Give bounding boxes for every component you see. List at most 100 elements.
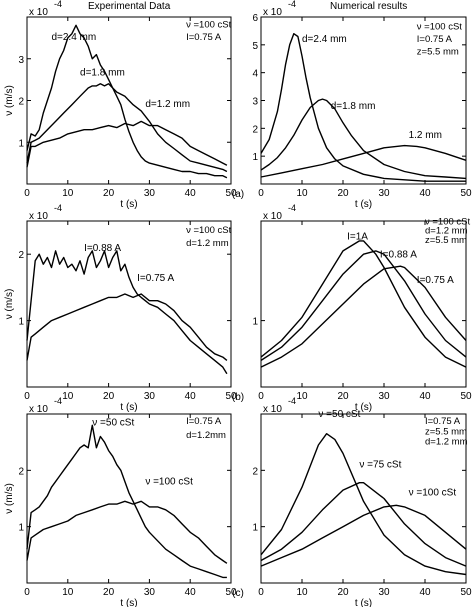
y-tick-label: 3 (18, 55, 24, 66)
chart-panel-a-right: 0 10 20 30 40 50 1 2 3 4 5 6 x 10 -4 t (s) d=2.4 mm d=1.… (232, 0, 472, 210)
y-scale-label: x 10 (29, 211, 48, 222)
parameter-annotation-2: z=5.5 mm (425, 235, 467, 246)
y-axis-label: ν (m/s) (4, 85, 15, 116)
x-tick-label: 50 (225, 587, 237, 598)
y-scale-exponent: -4 (54, 396, 62, 406)
series-line-1 (26, 293, 228, 361)
y-scale-label: x 10 (263, 404, 282, 415)
x-tick-label: 30 (144, 188, 156, 199)
series-label-0: ν =50 cSt (318, 409, 360, 420)
series-line-1 (26, 83, 228, 173)
x-axis-label: t (s) (120, 402, 137, 413)
y-tick-label: 2 (252, 466, 258, 477)
plot-frame (260, 220, 467, 388)
y-tick-label: 6 (252, 13, 258, 24)
series-label-1: ν =100 cSt (145, 476, 193, 487)
x-tick-label: 30 (378, 188, 390, 199)
series-label-1: I=0.88 A (380, 250, 417, 261)
y-tick-label: 1 (252, 523, 258, 534)
x-tick-label: 0 (258, 188, 264, 199)
y-tick-label: 5 (252, 41, 258, 52)
parameter-annotation-0: ν =100 cSt (425, 216, 471, 227)
plot-frame (26, 220, 232, 388)
parameter-annotation-1: I=0.75 A (417, 34, 453, 45)
x-axis-label: t (s) (120, 199, 137, 210)
y-tick-label: 1 (252, 152, 258, 163)
series-line-1 (260, 98, 467, 180)
series-label-2: ν =100 cSt (409, 488, 457, 499)
series-line-2 (260, 265, 467, 368)
y-tick-label: 1 (18, 138, 24, 149)
y-tick-label: 2 (18, 466, 24, 477)
parameter-annotation-2: z=5.5 mm (417, 47, 459, 58)
x-tick-label: 40 (185, 391, 197, 402)
x-tick-label: 0 (24, 587, 30, 598)
parameter-annotation-1: I=0.75 A (186, 32, 222, 43)
series-line-0 (260, 433, 467, 576)
series-label-0: ν =50 cSt (92, 417, 134, 428)
x-tick-label: 0 (258, 391, 264, 402)
series-label-0: d=2.4 mm (302, 34, 347, 45)
x-tick-label: 30 (378, 587, 390, 598)
parameter-annotation-0: I=0.75 A (425, 416, 461, 427)
x-tick-label: 0 (258, 587, 264, 598)
series-label-1: I=0.75 A (137, 273, 174, 284)
series-line-1 (26, 500, 228, 564)
x-axis-label: t (s) (355, 598, 372, 607)
y-tick-label: 1 (252, 317, 258, 328)
parameter-annotation-1: d=1.2mm (186, 430, 226, 441)
y-scale-exponent: -4 (288, 0, 296, 9)
y-scale-exponent: -4 (54, 203, 62, 213)
x-tick-label: 50 (460, 188, 472, 199)
series-label-1: ν =75 cSt (359, 460, 401, 471)
x-tick-label: 20 (337, 587, 349, 598)
series-label-2: d=1.2 mm (145, 99, 190, 110)
subfigure-label: (c) (232, 588, 244, 599)
series-label-2: I=0.75 A (417, 275, 454, 286)
x-tick-label: 10 (62, 587, 74, 598)
x-tick-label: 40 (185, 188, 197, 199)
series-line-0 (26, 424, 227, 579)
y-axis-label: ν (m/s) (4, 289, 15, 320)
parameter-annotation-0: ν =100 cSt (186, 225, 232, 236)
subfigure-label: (a) (232, 189, 244, 200)
x-tick-label: 10 (296, 587, 308, 598)
subfigure-label: (b) (232, 392, 244, 403)
series-line-2 (26, 120, 228, 168)
y-tick-label: 4 (252, 69, 258, 80)
parameter-annotation-1: d=1.2 mm (186, 238, 229, 249)
x-tick-label: 10 (296, 391, 308, 402)
y-axis-label: ν (m/s) (4, 483, 15, 514)
x-tick-label: 20 (337, 391, 349, 402)
y-scale-label: x 10 (29, 7, 48, 18)
x-axis-label: t (s) (355, 199, 372, 210)
series-label-1: d=1.8 mm (331, 101, 376, 112)
parameter-annotation-0: ν =100 cSt (186, 19, 232, 30)
y-tick-label: 2 (18, 97, 24, 108)
y-tick-label: 2 (252, 124, 258, 135)
series-line-0 (260, 33, 466, 182)
parameter-annotation-0: ν =100 cSt (417, 22, 463, 33)
parameter-annotation-1: d=1.2 mm (425, 226, 468, 237)
x-tick-label: 10 (62, 188, 74, 199)
x-axis-label: t (s) (355, 402, 372, 413)
x-tick-label: 20 (103, 391, 115, 402)
y-tick-label: 2 (18, 250, 24, 261)
x-tick-label: 20 (103, 188, 115, 199)
x-tick-label: 40 (419, 188, 431, 199)
chart-panel-b-left: 0 10 20 30 40 50 1 2 x 10 -4 t (s) ν (m/s) I=0.88 A I… (4, 203, 237, 413)
y-scale-exponent: -4 (288, 396, 296, 406)
parameter-annotation-0: I=0.75 A (186, 416, 222, 427)
series-line-1 (260, 482, 467, 567)
series-line-2 (260, 504, 467, 567)
x-axis-label: t (s) (120, 598, 137, 607)
chart-panel-c-left: 0 10 20 30 40 50 1 2 x 10 -4 t (s) ν (m/s) ν =50 cSt… (4, 396, 237, 607)
series-label-2: 1.2 mm (409, 130, 442, 141)
x-tick-label: 40 (419, 587, 431, 598)
series-label-0: I=1A (347, 232, 368, 243)
y-scale-label: x 10 (263, 7, 282, 18)
plot-frame (26, 413, 232, 584)
x-tick-label: 0 (24, 188, 30, 199)
x-tick-label: 40 (185, 587, 197, 598)
